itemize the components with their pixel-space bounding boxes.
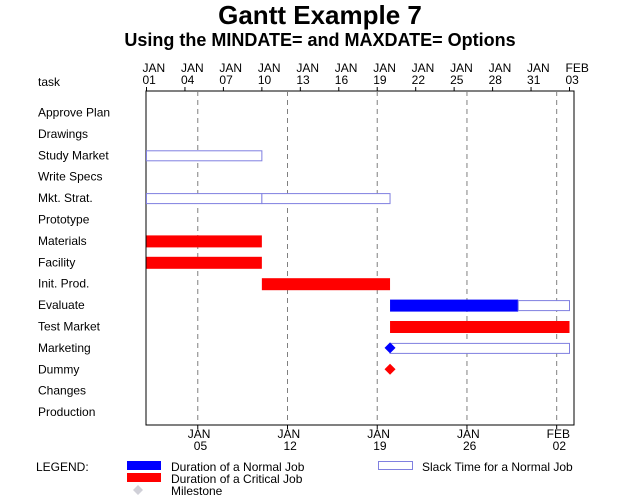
task-label-12: Dummy <box>38 362 79 376</box>
slack-bar-4-0 <box>146 193 263 205</box>
bottom-tick-day-1: 12 <box>284 439 298 453</box>
top-tick-day-6: 19 <box>373 73 387 87</box>
normal-bar-9-0 <box>390 299 519 312</box>
top-tick-day-7: 22 <box>412 73 426 87</box>
legend-text-slack: Slack Time for a Normal Job <box>422 460 573 474</box>
task-label-2: Study Market <box>38 148 109 162</box>
task-label-13: Changes <box>38 384 86 398</box>
legend-swatch-slack <box>378 461 413 470</box>
chart-subtitle: Using the MINDATE= and MAXDATE= Options <box>124 30 515 50</box>
legend-text-normal: Duration of a Normal Job <box>171 460 305 474</box>
task-label-9: Evaluate <box>38 298 85 312</box>
top-tick-month-5: JAN <box>335 61 358 75</box>
top-tick-day-5: 16 <box>335 73 349 87</box>
legend-swatch-normal <box>127 461 161 470</box>
top-tick-month-2: JAN <box>219 61 242 75</box>
plot-frame <box>145 90 575 426</box>
top-tick-month-4: JAN <box>296 61 319 75</box>
top-tick-day-2: 07 <box>219 73 233 87</box>
task-label-4: Mkt. Strat. <box>38 191 93 205</box>
top-tick-day-0: 01 <box>143 73 157 87</box>
critical-bar-8-0 <box>261 278 391 291</box>
task-label-11: Marketing <box>38 341 91 355</box>
task-label-7: Facility <box>38 255 75 269</box>
bottom-tick-day-0: 05 <box>194 439 208 453</box>
slack-bar-4-1 <box>261 193 391 205</box>
chart-title: Gantt Example 7 <box>218 0 422 30</box>
top-tick-day-10: 31 <box>527 73 541 87</box>
top-tick-day-4: 13 <box>296 73 310 87</box>
top-tick-month-0: JAN <box>143 61 166 75</box>
legend-text-critical: Duration of a Critical Job <box>171 472 303 486</box>
bottom-tick-month-4: FEB <box>547 427 570 441</box>
top-tick-month-9: JAN <box>489 61 512 75</box>
legend-text-milestone: Milestone <box>171 484 223 498</box>
top-tick-month-1: JAN <box>181 61 204 75</box>
top-tick-month-6: JAN <box>373 61 396 75</box>
bottom-tick-day-2: 19 <box>373 439 387 453</box>
bottom-tick-day-4: 02 <box>553 439 567 453</box>
task-label-10: Test Market <box>38 320 101 334</box>
plot-area: JAN01JAN04JAN07JAN10JAN13JAN16JAN19JAN22… <box>38 61 589 453</box>
top-tick-month-10: JAN <box>527 61 550 75</box>
task-label-6: Materials <box>38 234 87 248</box>
critical-bar-7-0 <box>146 256 262 269</box>
task-label-5: Prototype <box>38 213 90 227</box>
critical-bar-6-0 <box>146 235 262 248</box>
normal-milestone-11-0 <box>384 342 396 354</box>
task-label-14: Production <box>38 405 95 419</box>
top-tick-day-8: 25 <box>450 73 464 87</box>
legend: LEGEND: Duration of a Normal Job Slack Tim… <box>36 460 573 498</box>
task-label-8: Init. Prod. <box>38 277 89 291</box>
slack-bar-11-0 <box>389 342 570 354</box>
task-label-1: Drawings <box>38 127 88 141</box>
top-tick-day-9: 28 <box>489 73 503 87</box>
legend-swatch-milestone <box>133 485 143 495</box>
top-tick-day-1: 04 <box>181 73 195 87</box>
critical-milestone-12-0 <box>384 363 396 375</box>
critical-bar-10-0 <box>390 321 570 333</box>
top-tick-month-11: FEB <box>566 61 589 75</box>
top-tick-day-11: 03 <box>566 73 580 87</box>
top-tick-month-8: JAN <box>450 61 473 75</box>
slack-bar-2-0 <box>146 150 263 162</box>
legend-swatch-critical <box>127 473 161 482</box>
top-tick-month-7: JAN <box>412 61 435 75</box>
task-label-3: Write Specs <box>38 170 102 184</box>
top-tick-day-3: 10 <box>258 73 272 87</box>
bottom-tick-month-3: JAN <box>457 427 480 441</box>
task-label-0: Approve Plan <box>38 106 110 120</box>
task-column-header: task <box>38 75 61 89</box>
top-tick-month-3: JAN <box>258 61 281 75</box>
bottom-tick-month-1: JAN <box>278 427 301 441</box>
legend-label: LEGEND: <box>36 460 89 474</box>
bottom-tick-month-2: JAN <box>367 427 390 441</box>
bottom-tick-day-3: 26 <box>463 439 477 453</box>
bottom-tick-month-0: JAN <box>188 427 211 441</box>
slack-bar-9-1 <box>517 300 571 312</box>
